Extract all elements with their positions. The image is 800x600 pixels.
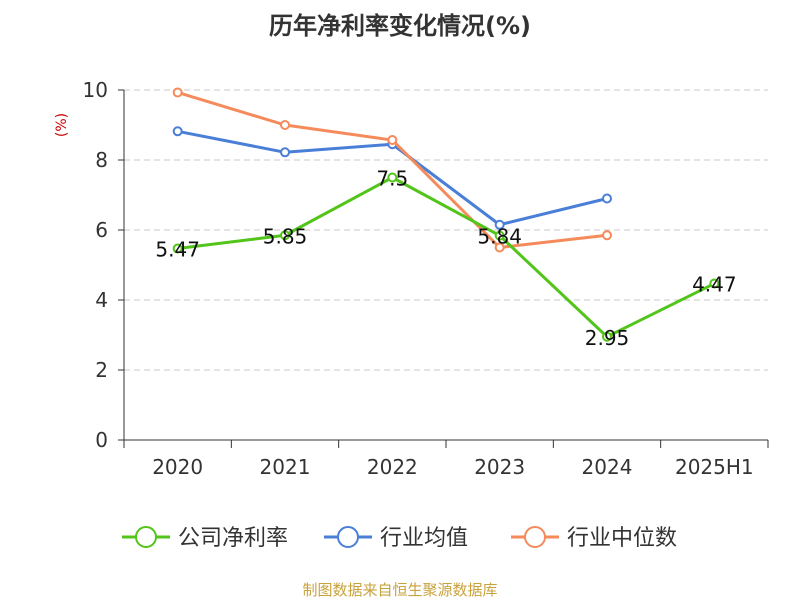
y-tick-label: 4: [95, 288, 108, 312]
legend-marker: [337, 526, 359, 548]
data-point: [494, 242, 505, 253]
legend-label: 行业中位数: [567, 526, 677, 551]
data-label: 7.5: [376, 167, 408, 191]
y-tick-label: 0: [95, 428, 108, 452]
data-label: 5.85: [263, 224, 308, 248]
series-line: [177, 176, 715, 339]
data-point: [494, 219, 505, 230]
data-point: [172, 87, 183, 98]
data-point: [280, 120, 290, 130]
legend-item: 公司净利率: [122, 526, 288, 551]
grid-lines: [124, 89, 768, 371]
data-point: [280, 147, 290, 158]
data-label: 5.47: [155, 238, 200, 262]
y-axis-label: (%): [54, 113, 70, 137]
y-tick-label: 8: [95, 148, 108, 172]
source-note: 制图数据来自恒生聚源数据库: [302, 581, 498, 599]
legend-item: 行业中位数: [511, 526, 677, 551]
x-tick-label: 2025H1: [675, 455, 754, 479]
data-point: [280, 230, 290, 241]
x-tick-label: 2021: [260, 455, 311, 479]
legend-label: 公司净利率: [178, 526, 288, 551]
chart-title: 历年净利率变化情况(%): [269, 12, 531, 40]
data-label: 2.95: [585, 326, 630, 350]
data-point: [172, 243, 183, 254]
x-tick-label: 2020: [152, 455, 203, 479]
data-point: [602, 230, 612, 241]
legend-item: 行业均值: [324, 526, 468, 551]
x-tick-label: 2024: [582, 455, 633, 479]
data-point: [172, 126, 183, 137]
data-point: [602, 193, 612, 204]
x-tick-label: 2022: [367, 455, 418, 479]
legend-label: 行业均值: [380, 526, 468, 551]
data-point: [387, 172, 398, 183]
data-labels: 5.47 5.85 7.5 5.84 2.95 4.47: [155, 167, 736, 350]
series-layer: [172, 87, 720, 342]
y-tick-label: 10: [83, 78, 108, 102]
data-label: 4.47: [692, 273, 737, 297]
data-point: [709, 278, 720, 289]
y-tick-label: 2: [95, 358, 108, 382]
data-label: 5.84: [477, 225, 522, 249]
data-point: [494, 230, 505, 241]
data-point: [602, 331, 612, 342]
x-tick-label: 2023: [474, 455, 525, 479]
legend-marker: [524, 526, 546, 548]
axes: 0 2 4 6 8 10 2020 2021 2022 2023 2024 2025H1: [83, 78, 769, 479]
data-point: [387, 135, 398, 146]
legend-marker: [135, 526, 157, 548]
y-tick-label: 6: [95, 218, 108, 242]
legend: 公司净利率 行业均值 行业中位数: [122, 526, 677, 551]
